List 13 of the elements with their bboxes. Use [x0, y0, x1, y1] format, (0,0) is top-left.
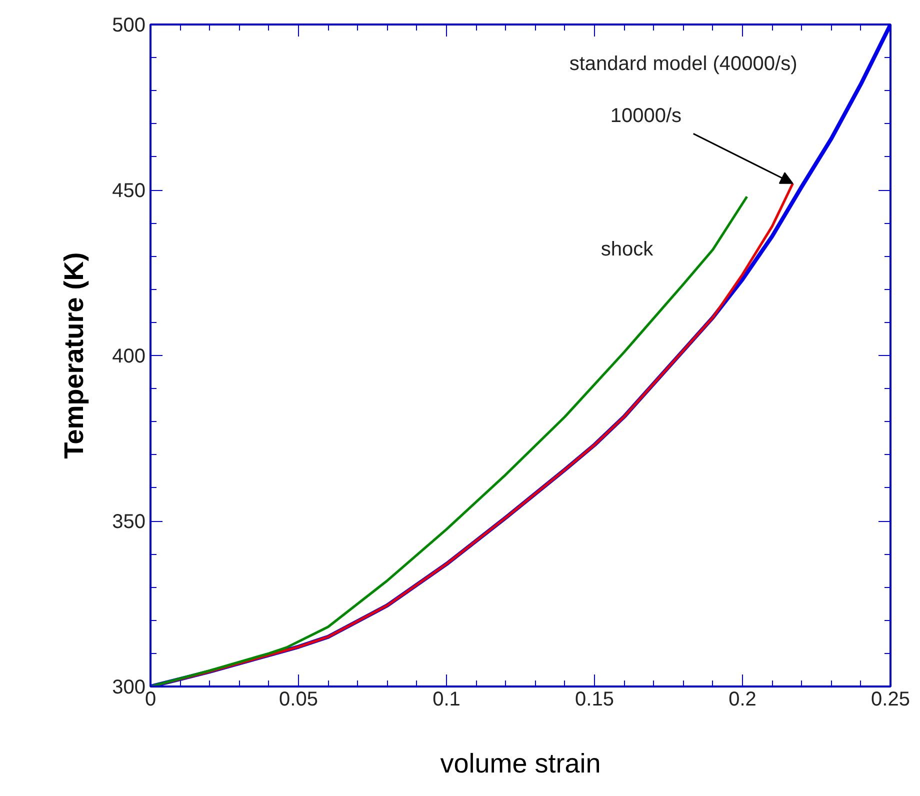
- x-axis-title: volume strain: [440, 748, 601, 778]
- x-tick-label: 0.05: [279, 688, 318, 710]
- x-tick-label: 0.2: [728, 688, 756, 710]
- y-axis-title: Temperature (K): [59, 252, 90, 459]
- y-tick-label: 400: [112, 346, 146, 368]
- x-tick-label: 0.1: [432, 688, 460, 710]
- y-tick-label: 500: [112, 14, 146, 36]
- x-tick-label: 0.25: [871, 688, 910, 710]
- y-tick-label: 450: [112, 180, 146, 202]
- y-tick-label: 350: [112, 511, 146, 533]
- x-tick-label: 0: [144, 688, 156, 710]
- x-tick-label: 0.15: [575, 688, 614, 710]
- y-tick-label: 300: [112, 676, 146, 698]
